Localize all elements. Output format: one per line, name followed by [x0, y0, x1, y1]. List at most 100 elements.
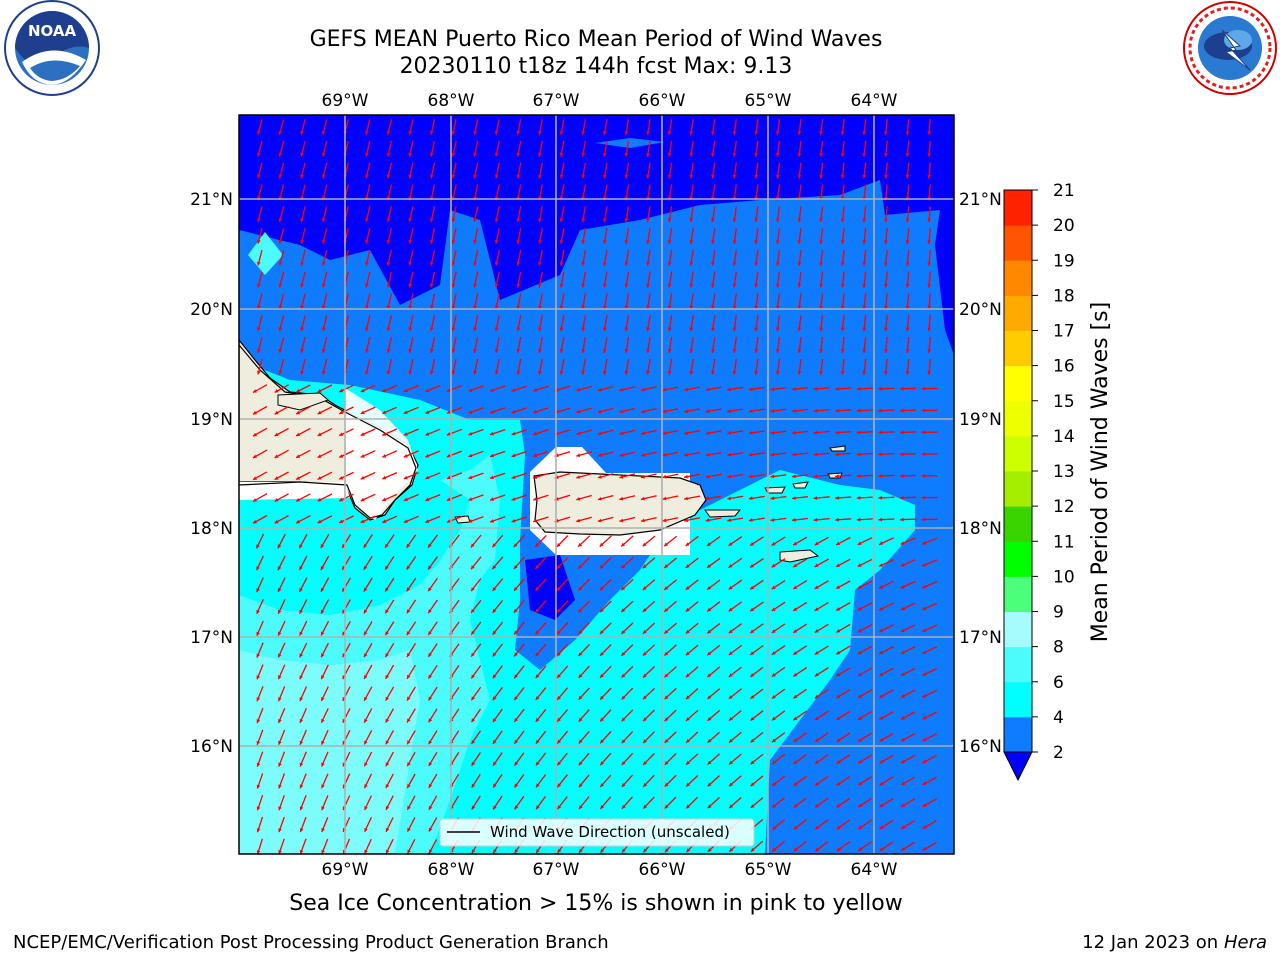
wind-arrow-head [451, 174, 456, 179]
wind-arrow-head [253, 432, 257, 437]
wind-arrow-head [363, 587, 368, 592]
wind-arrow-head [619, 431, 624, 436]
wind-arrow-head [408, 349, 413, 353]
wind-arrow-head [446, 519, 451, 523]
wind-arrow-head [535, 652, 540, 657]
wind-arrow-head [321, 849, 325, 854]
wind-arrow-head [927, 283, 932, 288]
wind-arrow-head [711, 218, 715, 223]
lat-tick-left: 18°N [190, 519, 233, 539]
wind-arrow-head [493, 805, 497, 810]
wind-arrow-head [471, 674, 475, 679]
wind-arrow-head [468, 453, 473, 458]
wind-arrow-head [428, 696, 432, 701]
wind-arrow-head [922, 825, 927, 829]
wind-arrow-head [468, 519, 473, 523]
wind-arrow-head [819, 174, 823, 179]
wind-arrow-head [815, 738, 819, 742]
wind-arrow-head [365, 348, 369, 353]
wind-arrow-head [557, 696, 561, 700]
wind-arrow-head [840, 262, 845, 266]
wind-arrow-head [428, 740, 433, 745]
wind-arrow-head [317, 432, 322, 436]
wind-arrow-head [321, 239, 326, 244]
wind-arrow-head [446, 475, 451, 480]
wind-arrow-head [296, 519, 301, 524]
wind-arrow-head [797, 283, 802, 288]
wind-arrow-head [473, 261, 477, 266]
wind-arrow-head [662, 409, 667, 414]
wind-arrow-head [813, 474, 818, 479]
wind-arrow-head [921, 452, 926, 456]
wind-arrow-head [792, 496, 796, 500]
wind-arrow-head [299, 675, 303, 680]
wind-arrow-head [559, 131, 564, 135]
wind-arrow-head [685, 542, 690, 546]
wind-arrow-head [879, 716, 884, 720]
wind-arrow-head [385, 674, 389, 679]
wind-arrow-head [862, 218, 867, 223]
wind-arrow-head [299, 566, 303, 571]
wind-arrow-head [643, 761, 647, 765]
wind-arrow-head [835, 517, 839, 522]
wind-arrow-head [792, 518, 796, 522]
wind-arrow-head [535, 565, 540, 569]
wind-arrow-head [879, 585, 884, 589]
wind-arrow-head [257, 261, 261, 266]
wind-arrow-head [278, 152, 283, 157]
wind-arrow-head [556, 543, 561, 547]
wind-arrow-head [685, 586, 690, 590]
wind-arrow-head [646, 327, 650, 332]
wind-arrow-head [602, 283, 607, 288]
wind-arrow-head [819, 218, 823, 223]
wind-arrow-head [727, 474, 732, 479]
wind-arrow-head [624, 152, 629, 157]
colorbar-tick-label: 12 [1053, 497, 1075, 517]
colorbar-segment [1004, 576, 1032, 612]
wind-arrow-head [533, 388, 538, 392]
wind-arrow-head [597, 431, 602, 436]
wind-arrow-head [750, 542, 755, 546]
wind-arrow-head [339, 432, 344, 436]
wind-arrow-head [813, 387, 818, 391]
wind-arrow-head [473, 152, 477, 157]
wind-arrow-head [814, 650, 819, 655]
wind-arrow-head [748, 452, 753, 457]
wind-arrow-head [879, 694, 884, 698]
colorbar-under-triangle [1003, 751, 1033, 782]
wind-arrow-head [339, 476, 344, 480]
wind-arrow-head [793, 607, 798, 611]
wind-arrow-head [662, 496, 667, 501]
wind-arrow-head [711, 153, 715, 157]
wind-arrow-head [621, 673, 626, 678]
colorbar-tick-label: 14 [1053, 427, 1075, 447]
wind-arrow-head [905, 349, 910, 353]
wind-arrow-head [256, 697, 261, 702]
wind-arrow-head [879, 825, 884, 829]
wind-arrow-head [689, 283, 694, 288]
wind-arrow-head [901, 781, 906, 785]
wind-arrow-head [814, 716, 819, 720]
wind-arrow-head [428, 827, 433, 832]
wind-arrow-head [296, 432, 301, 436]
wind-arrow-head [382, 410, 387, 414]
wind-arrow-head [342, 565, 346, 570]
wind-arrow-head [296, 410, 301, 415]
wind-arrow-head [840, 153, 845, 157]
wind-arrow-head [641, 453, 645, 457]
wind-arrow-head [385, 718, 390, 723]
chart-title: GEFS MEAN Puerto Rico Mean Period of Win… [309, 27, 883, 52]
wind-arrow-head [471, 565, 475, 570]
wind-arrow-head [814, 585, 819, 589]
wind-arrow-head [667, 174, 672, 179]
wind-arrow-head [862, 262, 867, 266]
wind-arrow-head [856, 474, 861, 478]
wind-arrow-head [705, 431, 710, 435]
wind-arrow-head [927, 305, 932, 310]
wind-arrow-head [253, 519, 257, 524]
wind-arrow-head [619, 475, 624, 479]
wind-arrow-head [836, 563, 841, 567]
wind-arrow-head [900, 694, 905, 698]
lon-tick-bottom: 66°W [639, 860, 686, 880]
wind-arrow-head [748, 387, 753, 392]
